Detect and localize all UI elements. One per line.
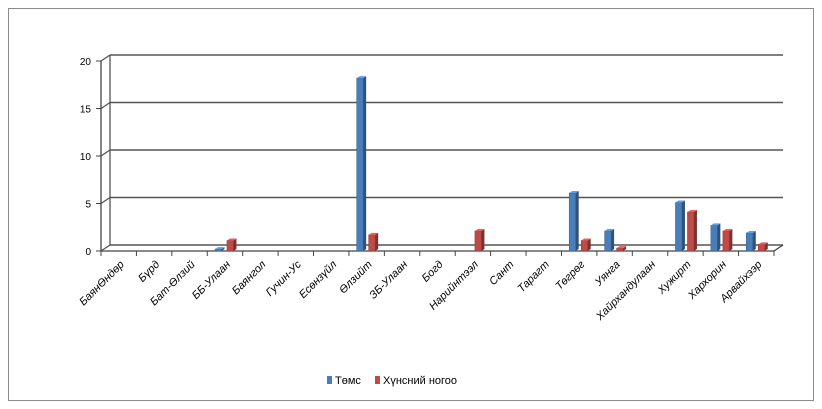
bars bbox=[214, 76, 768, 252]
bar-potato bbox=[356, 76, 367, 252]
axes bbox=[96, 55, 784, 256]
gridline-depth bbox=[100, 196, 111, 205]
x-tick-label: Бүрд bbox=[136, 259, 162, 285]
y-tick-label: 0 bbox=[85, 247, 91, 258]
x-tick-label: Богд bbox=[420, 259, 446, 285]
bar-vegetables bbox=[580, 238, 591, 252]
bar-potato bbox=[568, 191, 579, 252]
x-tick-label: Есөнзүйл bbox=[297, 259, 339, 301]
x-tick-label: Төгрөг bbox=[553, 258, 587, 292]
bar-vegetables bbox=[687, 210, 697, 252]
gridline-depth bbox=[100, 54, 111, 62]
y-tick-label: 10 bbox=[80, 152, 92, 163]
x-tick-label: Уянга bbox=[592, 259, 623, 290]
bar-vegetables bbox=[616, 246, 627, 252]
x-tick-label: ЗБ-Улаан bbox=[367, 259, 410, 302]
x-tick-label: Сант bbox=[487, 259, 516, 288]
x-tick-label: БаянӨндөр bbox=[77, 259, 127, 309]
gridlines bbox=[100, 54, 783, 252]
chart-frame: 0 5 10 15 20 БаянӨндөр Бүрд Бат-Өлзий ББ-Улаан Б… bbox=[8, 8, 814, 401]
x-tick-label: ББ-Улаан bbox=[190, 259, 233, 302]
bar-potato bbox=[214, 247, 225, 252]
x-tick-label: Баянгол bbox=[230, 259, 269, 298]
y-tick-label: 15 bbox=[80, 105, 92, 116]
y-tick-label: 20 bbox=[80, 57, 92, 68]
legend-label-potato: Төмс bbox=[335, 375, 361, 387]
legend-swatch-potato bbox=[327, 376, 332, 384]
legend-label-vegetables: Хүнсний ногоо bbox=[383, 375, 457, 387]
x-axis-depth bbox=[773, 244, 784, 252]
bar-vegetables bbox=[722, 229, 733, 252]
x-tick-label: Тарагт bbox=[516, 259, 552, 295]
legend: Төмс Хүнсний ногоо bbox=[327, 375, 457, 387]
bar-vegetables bbox=[758, 242, 768, 252]
y-axis-ticks: 0 5 10 15 20 bbox=[80, 57, 92, 258]
gridline-depth bbox=[100, 149, 111, 157]
x-axis-tick-labels: БаянӨндөр БүрдБат-ӨлзийББ-УлаанБаянголГуч… bbox=[77, 258, 764, 323]
y-tick-label: 5 bbox=[85, 200, 91, 211]
bar-potato bbox=[675, 200, 685, 252]
bar-potato bbox=[746, 230, 756, 252]
x-tick-label: Хайрхандулаан bbox=[593, 259, 658, 324]
legend-swatch-vegetables bbox=[375, 376, 380, 384]
gridline-depth bbox=[100, 101, 111, 110]
bar-potato bbox=[604, 229, 615, 252]
bar-vegetables bbox=[226, 238, 237, 252]
bar-potato bbox=[710, 223, 721, 252]
bar-vegetables bbox=[474, 229, 485, 252]
bar-vegetables bbox=[368, 232, 379, 252]
gridline-depth bbox=[100, 244, 111, 252]
